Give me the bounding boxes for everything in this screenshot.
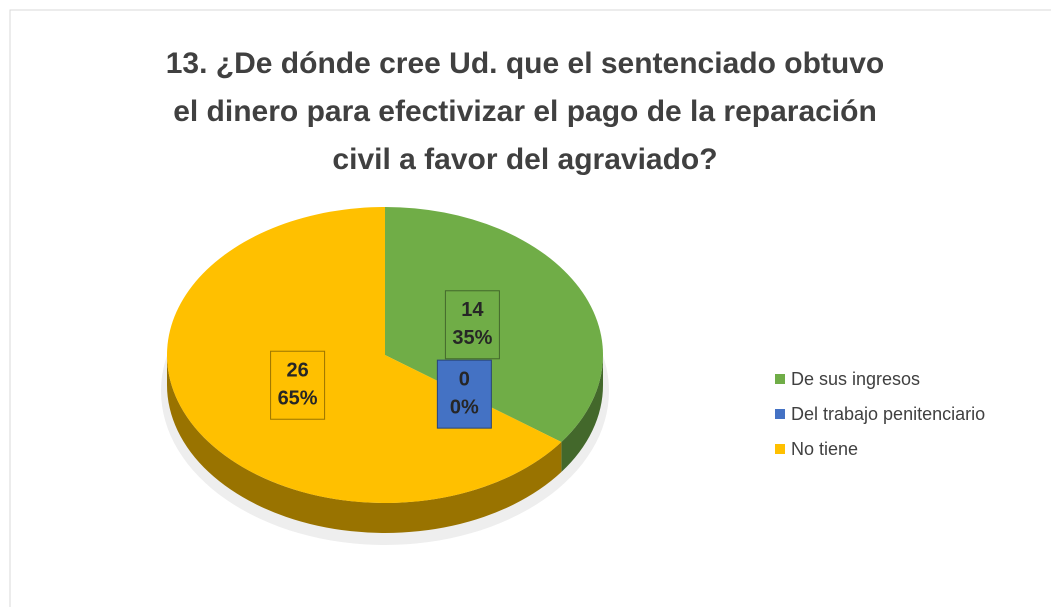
data-label-box — [436, 359, 492, 429]
data-label-box — [444, 290, 500, 360]
data-label-percent: 65% — [278, 388, 318, 410]
legend-swatch — [775, 374, 785, 384]
pie — [161, 207, 609, 545]
chart-title: 13. ¿De dónde cree Ud. que el sentenciad… — [165, 47, 885, 176]
legend-label: No tiene — [791, 439, 858, 459]
data-label-percent: 35% — [452, 327, 492, 349]
chart-frame — [9, 9, 1051, 607]
data-label-percent: 0% — [450, 396, 479, 418]
legend-swatch — [775, 409, 785, 419]
pie-slice — [166, 207, 562, 503]
legend: De sus ingresos Del trabajo penitenciario… — [775, 369, 985, 459]
data-label-count: 26 — [286, 360, 308, 382]
data-label-count: 0 — [459, 368, 470, 390]
data-label-count: 14 — [461, 299, 484, 321]
legend-label: Del trabajo penitenciario — [791, 404, 985, 424]
pie-slice-side — [561, 355, 603, 472]
data-label-box — [270, 350, 326, 420]
data-labels: 14 35% 0 0% 26 65% — [270, 290, 500, 429]
legend-swatch — [775, 444, 785, 454]
legend-label: De sus ingresos — [791, 369, 920, 389]
pie-slice-side — [167, 355, 562, 533]
